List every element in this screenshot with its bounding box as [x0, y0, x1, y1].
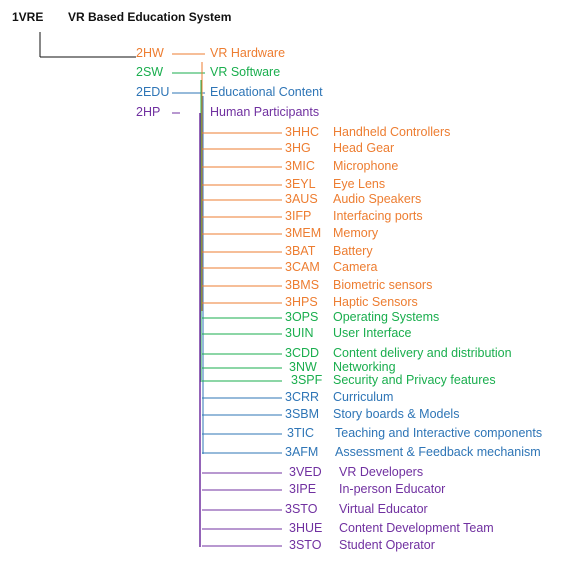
- l3-code: 3CAM: [285, 260, 320, 274]
- l2-code: 2HP: [136, 105, 161, 119]
- l2-name: Educational Content: [210, 85, 323, 99]
- l3-name: Student Operator: [339, 538, 435, 552]
- l3-name: Security and Privacy features: [333, 373, 496, 387]
- l3-name: Virtual Educator: [339, 502, 428, 516]
- l3-code: 3STO: [289, 538, 322, 552]
- l3-code: 3IPE: [289, 482, 317, 496]
- l3-name: Eye Lens: [333, 177, 386, 191]
- l2-name: VR Hardware: [210, 46, 286, 60]
- l3-name: Head Gear: [333, 141, 395, 155]
- l3-code: 3HG: [285, 141, 311, 155]
- l3-name: Content Development Team: [339, 521, 494, 535]
- l3-code: 3SBM: [285, 407, 320, 421]
- l2-code: 2EDU: [136, 85, 170, 99]
- l3-code: 3BMS: [285, 278, 320, 292]
- l2-name: Human Participants: [210, 105, 320, 119]
- root-name: VR Based Education System: [68, 10, 232, 24]
- l3-code: 3CRR: [285, 390, 320, 404]
- l3-name: Curriculum: [333, 390, 394, 404]
- l3-code: 3EYL: [285, 177, 316, 191]
- l3-name: Biometric sensors: [333, 278, 433, 292]
- l3-code: 3OPS: [285, 310, 319, 324]
- l3-name: Handheld Controllers: [333, 125, 451, 139]
- l3-name: Microphone: [333, 159, 399, 173]
- l3-code: 3MIC: [285, 159, 315, 173]
- l3-code: 3CDD: [285, 346, 320, 360]
- l3-name: In-person Educator: [339, 482, 446, 496]
- l3-name: Assessment & Feedback mechanism: [335, 445, 541, 459]
- l3-name: Content delivery and distribution: [333, 346, 512, 360]
- l3-code: 3UIN: [285, 326, 314, 340]
- l3-code: 3STO: [285, 502, 318, 516]
- l3-name: Haptic Sensors: [333, 295, 418, 309]
- l3-code: 3VED: [289, 465, 322, 479]
- l3-code: 3MEM: [285, 226, 322, 240]
- l2-code: 2HW: [136, 46, 164, 60]
- l3-code: 3IFP: [285, 209, 312, 223]
- l3-name: VR Developers: [339, 465, 424, 479]
- l3-name: Teaching and Interactive components: [335, 426, 543, 440]
- l3-code: 3HPS: [285, 295, 318, 309]
- l3-name: Operating Systems: [333, 310, 440, 324]
- l3-code: 3BAT: [285, 244, 316, 258]
- l2-name: VR Software: [210, 65, 281, 79]
- l3-name: Story boards & Models: [333, 407, 460, 421]
- l3-code: 3TIC: [287, 426, 315, 440]
- l3-name: Battery: [333, 244, 373, 258]
- l3-name: Memory: [333, 226, 379, 240]
- l3-name: Audio Speakers: [333, 192, 422, 206]
- l3-code: 3AFM: [285, 445, 319, 459]
- root-code: 1VRE: [12, 10, 44, 24]
- l3-code: 3HUE: [289, 521, 323, 535]
- l3-name: Networking: [333, 360, 396, 374]
- l3-name: Camera: [333, 260, 378, 274]
- l2-code: 2SW: [136, 65, 164, 79]
- l3-name: User Interface: [333, 326, 412, 340]
- l3-code: 3AUS: [285, 192, 318, 206]
- l3-code: 3HHC: [285, 125, 320, 139]
- l3-code: 3NW: [289, 360, 317, 374]
- l3-code: 3SPF: [291, 373, 323, 387]
- l3-name: Interfacing ports: [333, 209, 423, 223]
